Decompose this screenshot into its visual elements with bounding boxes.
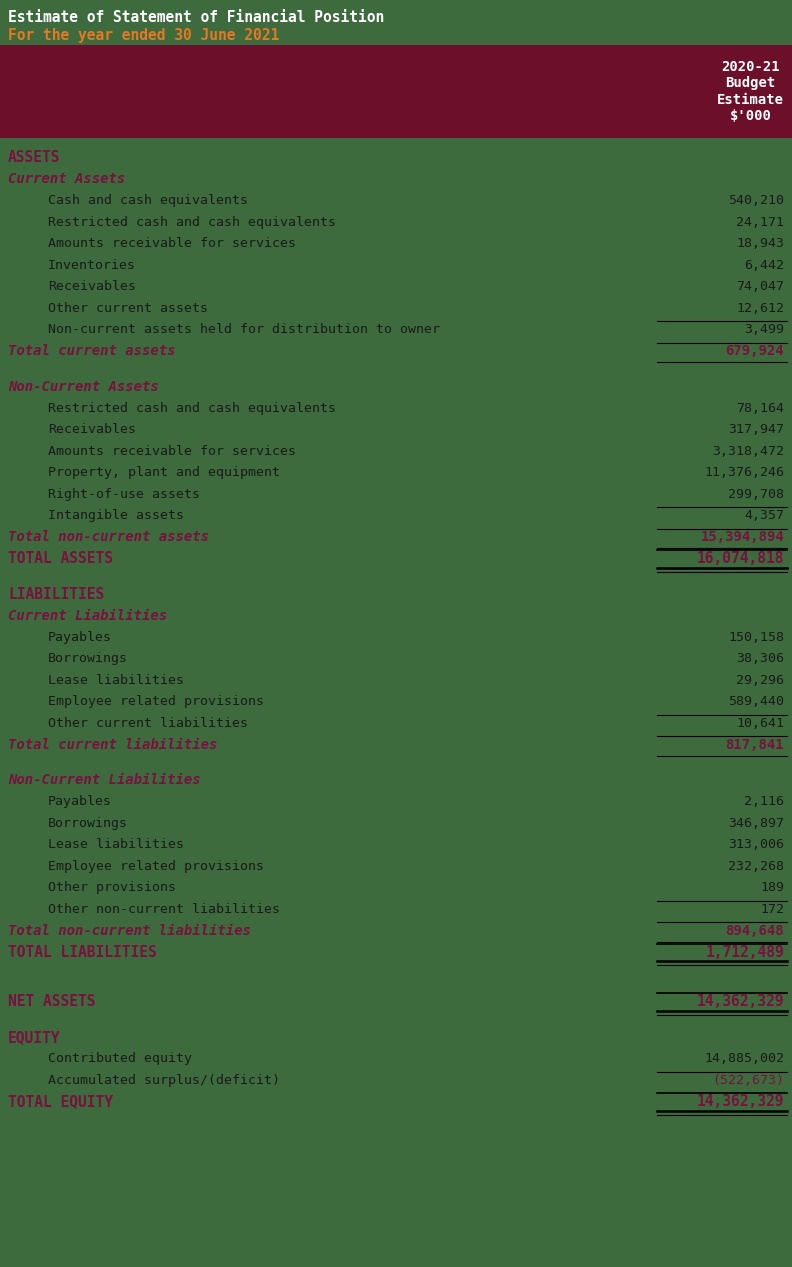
Text: 540,210: 540,210 [728,194,784,208]
Text: TOTAL LIABILITIES: TOTAL LIABILITIES [8,945,157,959]
Text: Total current assets: Total current assets [8,345,176,359]
Text: ASSETS: ASSETS [8,151,60,165]
Text: 232,268: 232,268 [728,860,784,873]
Text: Total non-current assets: Total non-current assets [8,530,209,544]
Text: 6,442: 6,442 [744,258,784,271]
Text: Current Liabilities: Current Liabilities [8,608,167,622]
Text: (522,673): (522,673) [712,1073,784,1087]
Text: Total non-current liabilities: Total non-current liabilities [8,924,251,938]
Text: Receivables: Receivables [48,280,136,293]
Text: 11,376,246: 11,376,246 [704,466,784,479]
Text: 78,164: 78,164 [736,402,784,414]
Text: 14,885,002: 14,885,002 [704,1052,784,1066]
Text: Payables: Payables [48,796,112,808]
Text: Property, plant and equipment: Property, plant and equipment [48,466,280,479]
Text: 18,943: 18,943 [736,237,784,250]
Text: 172: 172 [760,902,784,916]
Text: Other current liabilities: Other current liabilities [48,717,248,730]
Text: Current Assets: Current Assets [8,172,125,186]
Text: Lease liabilities: Lease liabilities [48,674,184,687]
Text: 589,440: 589,440 [728,696,784,708]
Text: Other current assets: Other current assets [48,302,208,314]
Text: Other non-current liabilities: Other non-current liabilities [48,902,280,916]
Text: 150,158: 150,158 [728,631,784,644]
Text: 38,306: 38,306 [736,653,784,665]
Bar [0,46,792,138]
Text: 74,047: 74,047 [736,280,784,293]
Text: Lease liabilities: Lease liabilities [48,839,184,851]
Text: Payables: Payables [48,631,112,644]
Text: 894,648: 894,648 [725,924,784,938]
Text: Non-Current Liabilities: Non-Current Liabilities [8,773,200,787]
Text: 317,947: 317,947 [728,423,784,436]
Text: Amounts receivable for services: Amounts receivable for services [48,445,296,457]
Text: 3,318,472: 3,318,472 [712,445,784,457]
Text: 24,171: 24,171 [736,215,784,228]
Text: 2020-21
Budget
Estimate
$'000: 2020-21 Budget Estimate $'000 [717,61,784,123]
Text: TOTAL EQUITY: TOTAL EQUITY [8,1095,113,1109]
Text: 2,116: 2,116 [744,796,784,808]
Text: 12,612: 12,612 [736,302,784,314]
Text: Employee related provisions: Employee related provisions [48,696,264,708]
Text: NET ASSETS: NET ASSETS [8,995,96,1010]
Text: 313,006: 313,006 [728,839,784,851]
Text: Employee related provisions: Employee related provisions [48,860,264,873]
Text: Intangible assets: Intangible assets [48,509,184,522]
Text: 29,296: 29,296 [736,674,784,687]
Text: Inventories: Inventories [48,258,136,271]
Text: Non-current assets held for distribution to owner: Non-current assets held for distribution… [48,323,440,336]
Text: 14,362,329: 14,362,329 [696,995,784,1010]
Text: Non-Current Assets: Non-Current Assets [8,380,158,394]
Text: 3,499: 3,499 [744,323,784,336]
Text: 299,708: 299,708 [728,488,784,500]
Text: Restricted cash and cash equivalents: Restricted cash and cash equivalents [48,215,336,228]
Text: 14,362,329: 14,362,329 [696,1095,784,1109]
Text: 189: 189 [760,881,784,895]
Text: 817,841: 817,841 [725,737,784,751]
Text: Cash and cash equivalents: Cash and cash equivalents [48,194,248,208]
Text: EQUITY: EQUITY [8,1030,60,1045]
Text: Total current liabilities: Total current liabilities [8,737,217,751]
Text: 4,357: 4,357 [744,509,784,522]
Text: Estimate of Statement of Financial Position: Estimate of Statement of Financial Posit… [8,10,384,25]
Text: Other provisions: Other provisions [48,881,176,895]
Text: Borrowings: Borrowings [48,653,128,665]
Text: 1,712,489: 1,712,489 [705,945,784,959]
Text: Restricted cash and cash equivalents: Restricted cash and cash equivalents [48,402,336,414]
Text: 346,897: 346,897 [728,817,784,830]
Text: 15,394,894: 15,394,894 [700,530,784,544]
Text: 10,641: 10,641 [736,717,784,730]
Text: 16,074,818: 16,074,818 [696,551,784,566]
Text: Contributed equity: Contributed equity [48,1052,192,1066]
Text: For the year ended 30 June 2021: For the year ended 30 June 2021 [8,28,280,43]
Text: Receivables: Receivables [48,423,136,436]
Text: Accumulated surplus/(deficit): Accumulated surplus/(deficit) [48,1073,280,1087]
Text: Right-of-use assets: Right-of-use assets [48,488,200,500]
Text: Amounts receivable for services: Amounts receivable for services [48,237,296,250]
Text: Borrowings: Borrowings [48,817,128,830]
Text: TOTAL ASSETS: TOTAL ASSETS [8,551,113,566]
Text: LIABILITIES: LIABILITIES [8,587,105,602]
Text: 679,924: 679,924 [725,345,784,359]
